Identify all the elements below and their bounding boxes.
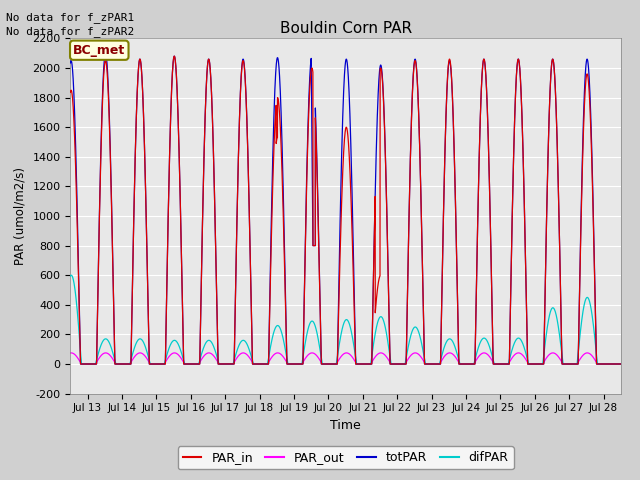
Y-axis label: PAR (umol/m2/s): PAR (umol/m2/s) [14,167,27,265]
Legend: PAR_in, PAR_out, totPAR, difPAR: PAR_in, PAR_out, totPAR, difPAR [177,446,514,469]
X-axis label: Time: Time [330,419,361,432]
Text: No data for f_zPAR2: No data for f_zPAR2 [6,26,134,37]
Text: No data for f_zPAR1: No data for f_zPAR1 [6,12,134,23]
Text: BC_met: BC_met [73,44,125,57]
Title: Bouldin Corn PAR: Bouldin Corn PAR [280,21,412,36]
